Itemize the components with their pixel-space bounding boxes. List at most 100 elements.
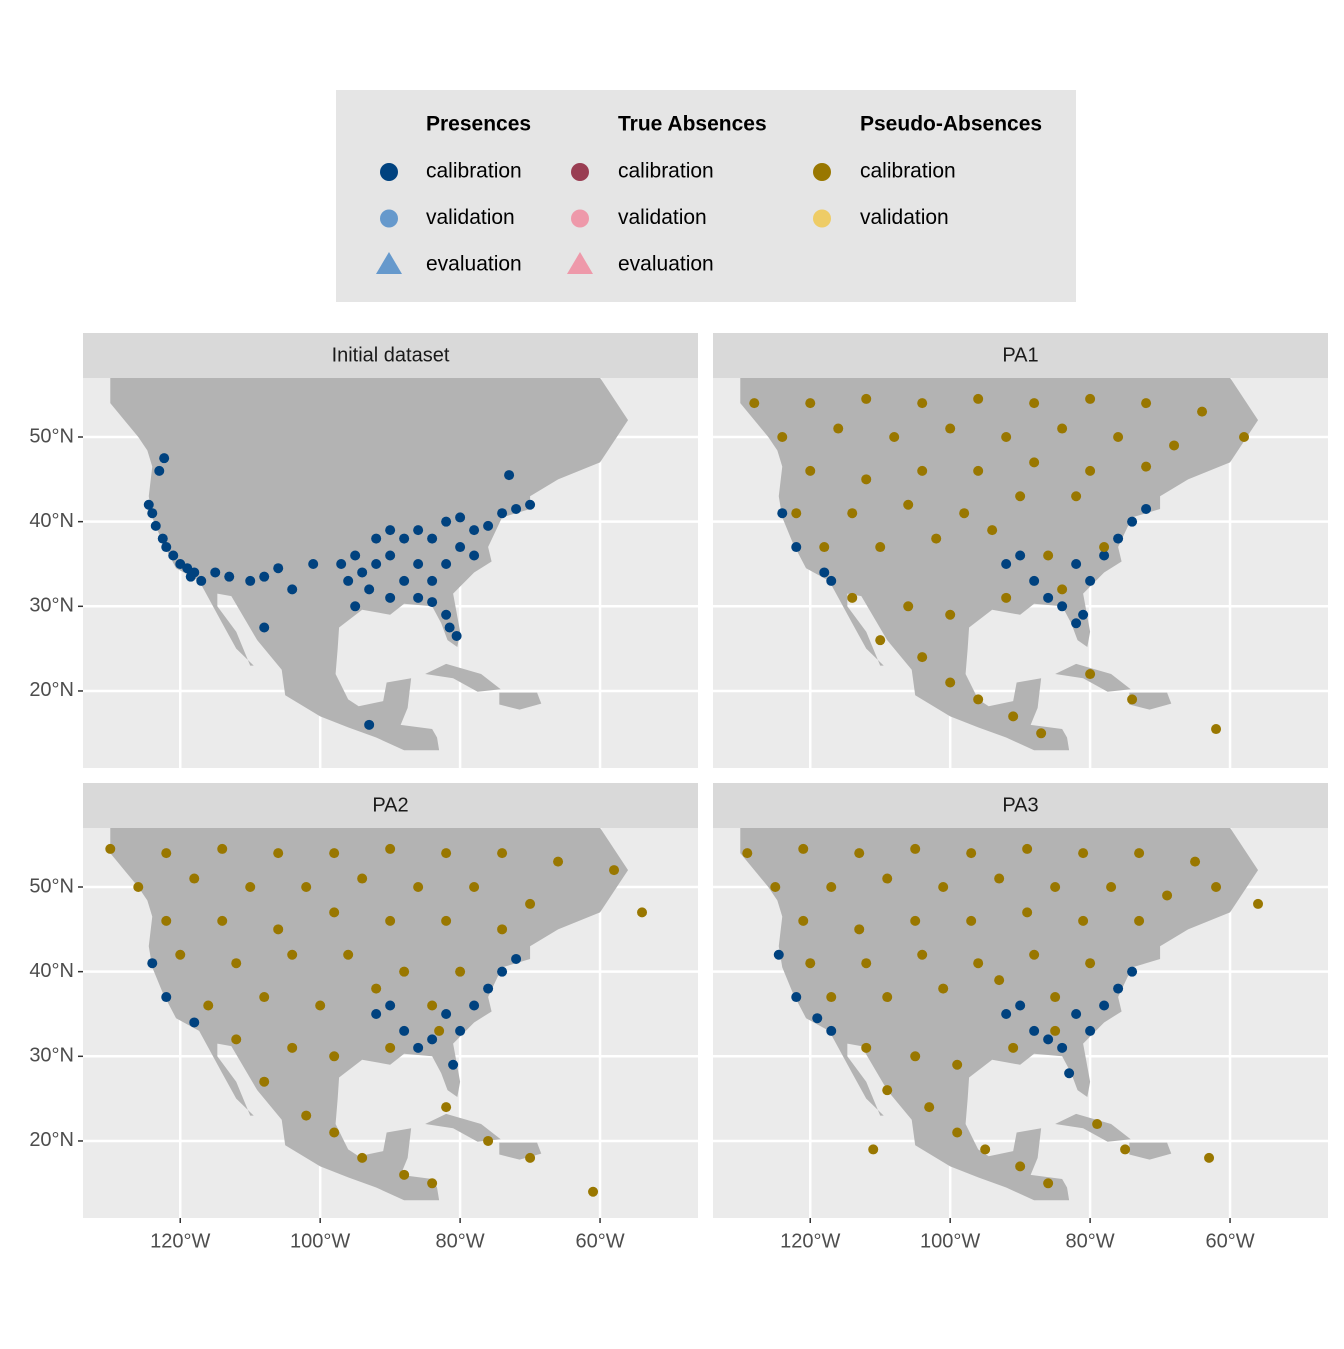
point: [217, 843, 228, 854]
point: [1134, 915, 1145, 926]
point: [525, 499, 536, 510]
land: [740, 378, 1259, 751]
land: [740, 828, 1259, 1201]
point: [385, 550, 396, 561]
point: [1106, 882, 1117, 893]
panel: [83, 378, 698, 768]
legend-box: [336, 90, 1076, 302]
point: [973, 465, 984, 476]
point: [455, 512, 466, 523]
point: [861, 474, 872, 485]
point: [1085, 669, 1096, 680]
x-tick-label: 80°W: [1066, 1230, 1115, 1252]
point: [259, 571, 270, 582]
legend-label: validation: [860, 206, 949, 229]
point: [444, 622, 455, 633]
point: [371, 1008, 382, 1019]
point: [854, 848, 865, 859]
point: [553, 856, 564, 867]
x-tick-label: 80°W: [436, 1230, 485, 1252]
point: [343, 949, 354, 960]
point: [966, 848, 977, 859]
point: [301, 1110, 312, 1121]
point: [637, 907, 648, 918]
point: [588, 1186, 599, 1197]
point: [287, 584, 298, 595]
point: [798, 843, 809, 854]
y-tick-label: 20°N: [29, 679, 74, 701]
point: [308, 558, 319, 569]
point: [791, 508, 802, 519]
point: [1043, 1034, 1054, 1045]
point: [924, 1102, 935, 1113]
panel: [713, 828, 1328, 1218]
point: [875, 542, 886, 553]
strip-label: PA2: [372, 794, 408, 816]
point: [742, 848, 753, 859]
point: [427, 1034, 438, 1045]
point: [469, 1000, 480, 1011]
point: [1113, 432, 1124, 443]
land: [425, 663, 501, 692]
land: [1129, 1142, 1172, 1160]
point: [1057, 423, 1068, 434]
point: [497, 966, 508, 977]
point: [805, 465, 816, 476]
point: [273, 563, 284, 574]
point: [287, 1042, 298, 1053]
point: [1085, 575, 1096, 586]
point: [161, 992, 172, 1003]
point: [448, 1059, 459, 1070]
point: [504, 470, 515, 481]
point: [917, 465, 928, 476]
point: [371, 983, 382, 994]
point: [1001, 432, 1012, 443]
point: [1071, 1008, 1082, 1019]
point: [413, 1042, 424, 1053]
x-tick-label: 100°W: [290, 1230, 350, 1252]
point: [441, 1008, 452, 1019]
point: [210, 567, 221, 578]
point: [147, 958, 158, 969]
point: [245, 882, 256, 893]
point: [441, 915, 452, 926]
point: [105, 843, 116, 854]
point: [945, 677, 956, 688]
point: [315, 1000, 326, 1011]
y-tick-label: 30°N: [29, 1045, 74, 1067]
point: [483, 983, 494, 994]
point: [168, 550, 179, 561]
point: [882, 873, 893, 884]
strip-label: PA3: [1002, 794, 1038, 816]
legend-label: validation: [426, 206, 515, 229]
point: [287, 949, 298, 960]
point: [1001, 592, 1012, 603]
point: [847, 508, 858, 519]
point: [441, 848, 452, 859]
point: [469, 882, 480, 893]
point: [189, 1017, 200, 1028]
point: [273, 848, 284, 859]
strip-label: Initial dataset: [332, 344, 450, 366]
point: [1197, 406, 1208, 417]
point: [350, 550, 361, 561]
point: [357, 567, 368, 578]
point: [1253, 898, 1264, 909]
land: [425, 1113, 501, 1142]
point: [385, 525, 396, 536]
point: [770, 882, 781, 893]
land: [110, 828, 629, 1201]
point: [1050, 1025, 1061, 1036]
legend-key: [571, 163, 589, 181]
land: [499, 692, 542, 710]
point: [469, 550, 480, 561]
point: [455, 542, 466, 553]
point: [1099, 1000, 1110, 1011]
y-tick-label: 50°N: [29, 875, 74, 897]
land: [1129, 692, 1172, 710]
point: [385, 592, 396, 603]
point: [773, 949, 784, 960]
point: [1127, 694, 1138, 705]
point: [938, 882, 949, 893]
point: [427, 597, 438, 608]
